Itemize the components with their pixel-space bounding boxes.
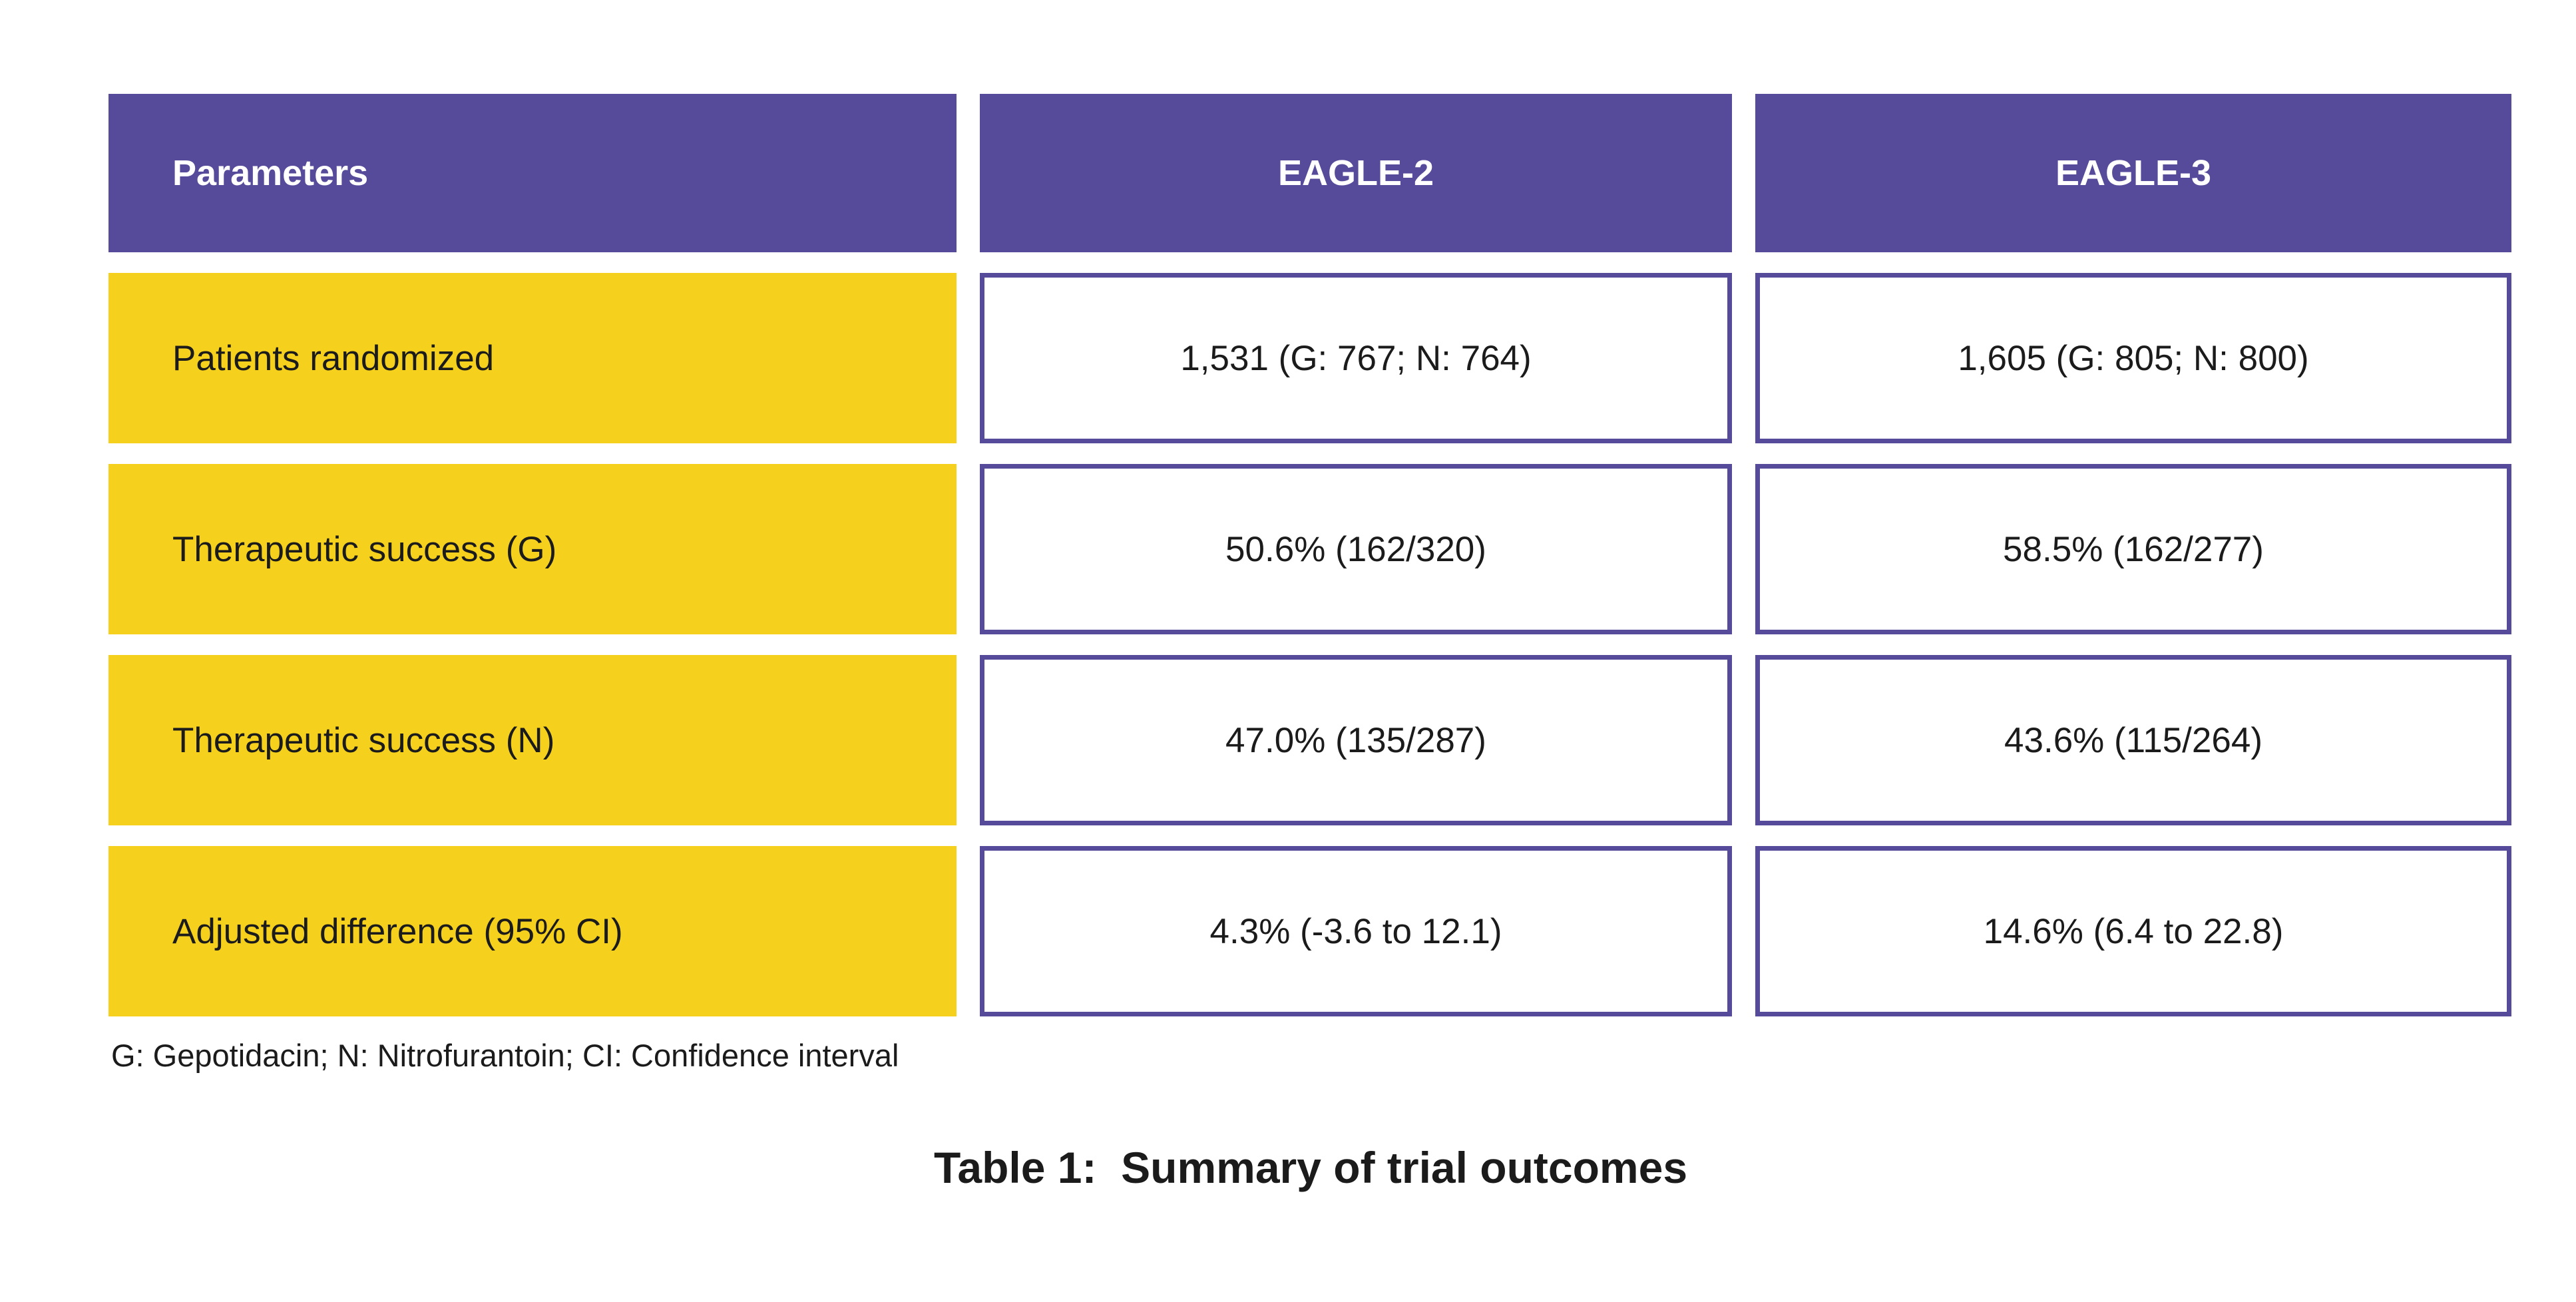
value-cell-eagle2-patients-randomized: 1,531 (G: 767; N: 764)	[980, 273, 1732, 443]
row-label-adjusted-difference: Adjusted difference (95% CI)	[108, 846, 957, 1016]
value-cell-eagle2-therapeutic-success-g: 50.6% (162/320)	[980, 464, 1732, 634]
value-cell-eagle3-therapeutic-success-g: 58.5% (162/277)	[1755, 464, 2511, 634]
column-header-label: EAGLE-3	[2055, 153, 2212, 193]
column-header-label: Parameters	[172, 153, 369, 193]
value-cell-eagle3-therapeutic-success-n: 43.6% (115/264)	[1755, 655, 2511, 825]
value-text: 1,605 (G: 805; N: 800)	[1958, 338, 2309, 378]
value-cell-eagle3-adjusted-difference: 14.6% (6.4 to 22.8)	[1755, 846, 2511, 1016]
table-caption: Table 1: Summary of trial outcomes	[933, 1143, 1688, 1192]
value-cell-eagle2-adjusted-difference: 4.3% (-3.6 to 12.1)	[980, 846, 1732, 1016]
row-label-patients-randomized: Patients randomized	[108, 273, 957, 443]
value-text: 47.0% (135/287)	[1225, 720, 1486, 760]
row-label-text: Adjusted difference (95% CI)	[172, 911, 623, 951]
value-text: 58.5% (162/277)	[2003, 529, 2264, 569]
value-cell-eagle3-patients-randomized: 1,605 (G: 805; N: 800)	[1755, 273, 2511, 443]
row-label-text: Therapeutic success (N)	[172, 720, 555, 760]
column-header-eagle-2: EAGLE-2	[980, 94, 1732, 252]
row-label-text: Patients randomized	[172, 338, 495, 378]
abbreviations-footnote: G: Gepotidacin; N: Nitrofurantoin; CI: C…	[111, 1038, 899, 1073]
value-text: 4.3% (-3.6 to 12.1)	[1209, 911, 1502, 951]
value-cell-eagle2-therapeutic-success-n: 47.0% (135/287)	[980, 655, 1732, 825]
row-label-text: Therapeutic success (G)	[172, 529, 557, 569]
row-label-therapeutic-success-g: Therapeutic success (G)	[108, 464, 957, 634]
value-text: 43.6% (115/264)	[2004, 720, 2262, 760]
value-text: 14.6% (6.4 to 22.8)	[1983, 911, 2284, 951]
summary-table: Parameters EAGLE-2 EAGLE-3 Patients rand…	[108, 94, 2513, 1016]
value-text: 1,531 (G: 767; N: 764)	[1180, 338, 1532, 378]
column-header-parameters: Parameters	[108, 94, 957, 252]
value-text: 50.6% (162/320)	[1225, 529, 1486, 569]
row-label-therapeutic-success-n: Therapeutic success (N)	[108, 655, 957, 825]
column-header-eagle-3: EAGLE-3	[1755, 94, 2511, 252]
column-header-label: EAGLE-2	[1277, 153, 1434, 193]
